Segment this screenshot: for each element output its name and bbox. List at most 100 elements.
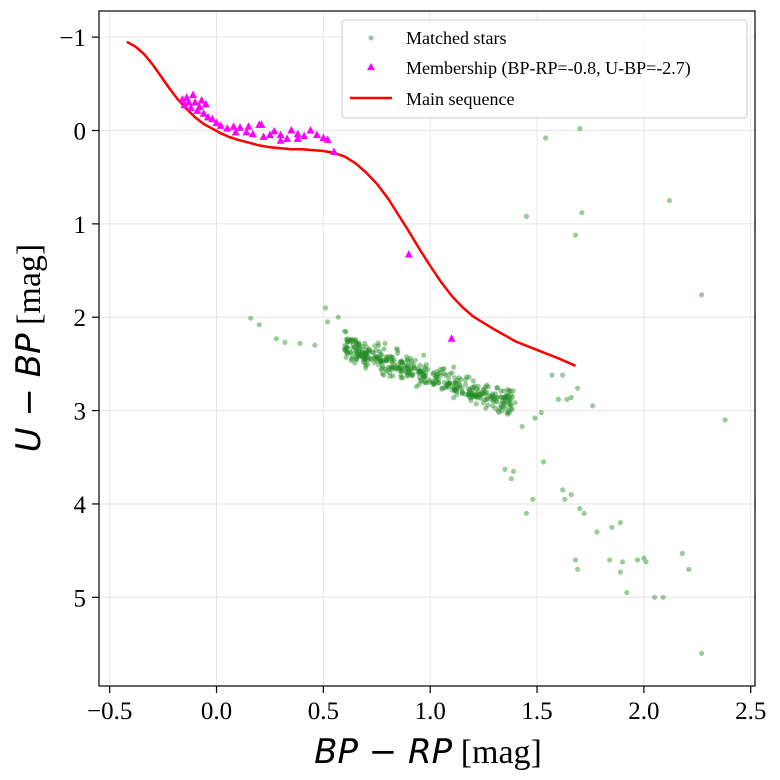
membership-point	[306, 126, 315, 134]
matched-star-point	[555, 396, 562, 402]
matched-star-point	[448, 383, 455, 389]
matched-star-point	[617, 569, 624, 575]
matched-star-point	[452, 387, 459, 393]
matched-star-point	[348, 337, 354, 343]
matched-star-point	[519, 423, 525, 430]
matched-star-point	[643, 559, 649, 565]
matched-star-point	[375, 340, 381, 346]
matched-star-point	[439, 385, 445, 391]
matched-star-point	[523, 510, 530, 516]
matched-star-point	[406, 368, 412, 374]
matched-star-point	[343, 349, 349, 355]
matched-star-point	[471, 385, 477, 391]
matched-star-point	[390, 373, 396, 379]
axis-ticks: −0.5 0.0 0.5 1.0 1.5 2.0 2.5 −1 0 1 2 3 4 5	[59, 25, 766, 725]
matched-star-point	[359, 343, 366, 349]
matched-star-point	[452, 375, 458, 381]
matched-star-point	[409, 361, 415, 367]
matched-star-point	[393, 366, 399, 372]
membership-point	[231, 127, 240, 136]
y-axis-label: U − BP [mag]	[9, 244, 49, 453]
matched-star-point	[464, 374, 470, 380]
matched-star-point	[641, 555, 647, 561]
matched-star-point	[459, 385, 465, 391]
matched-star-point	[344, 339, 351, 345]
matched-star-point	[468, 394, 475, 400]
matched-star-point	[374, 355, 380, 361]
matched-star-point	[494, 385, 500, 391]
y-tick-label: −1	[59, 25, 86, 52]
matched-star-point	[365, 357, 371, 363]
matched-star-point	[415, 366, 421, 372]
matched-star-point	[344, 344, 350, 350]
matched-star-point	[594, 529, 600, 535]
matched-star-point	[463, 391, 469, 397]
matched-star-point	[419, 372, 425, 378]
matched-star-point	[485, 384, 491, 390]
matched-star-point	[383, 355, 389, 361]
matched-star-point	[482, 391, 488, 397]
matched-star-point	[343, 336, 349, 342]
matched-star-point	[624, 590, 630, 596]
matched-star-point	[421, 364, 427, 370]
matched-star-point	[379, 365, 385, 371]
matched-star-point	[354, 349, 360, 355]
matched-star-point	[435, 380, 441, 386]
matched-star-point	[426, 379, 432, 385]
matched-star-point	[388, 356, 394, 362]
matched-star-point	[506, 408, 512, 414]
matched-star-point	[507, 396, 514, 402]
matched-star-point	[345, 351, 351, 357]
matched-star-point	[395, 367, 402, 373]
matched-star-point	[365, 355, 371, 361]
membership-point	[287, 126, 296, 134]
matched-star-point	[350, 337, 356, 343]
membership-point	[216, 121, 225, 129]
matched-star-point	[434, 369, 440, 375]
matched-star-point	[579, 210, 585, 216]
matched-star-point	[443, 372, 449, 378]
matched-star-point	[356, 343, 362, 349]
matched-star-point	[417, 368, 423, 375]
matched-star-point	[344, 345, 350, 351]
matched-star-point	[378, 358, 384, 364]
matched-star-point	[442, 385, 448, 391]
matched-star-point	[407, 355, 413, 361]
matched-star-point	[389, 358, 395, 364]
matched-star-point	[374, 356, 380, 362]
matched-star-point	[417, 368, 423, 374]
matched-star-point	[487, 393, 493, 400]
matched-star-point	[686, 566, 692, 572]
matched-star-point	[496, 409, 502, 415]
matched-star-point	[417, 370, 423, 376]
legend-marker-membership	[367, 63, 375, 70]
matched-star-point	[577, 506, 583, 512]
matched-star-point	[699, 650, 705, 656]
matched-star-point	[345, 336, 351, 342]
matched-star-point	[378, 366, 384, 373]
matched-star-point	[360, 350, 366, 356]
matched-star-point	[679, 550, 685, 557]
matched-star-point	[347, 349, 353, 355]
membership-point	[184, 97, 193, 106]
matched-star-point	[404, 362, 410, 368]
matched-star-point	[483, 405, 489, 411]
matched-star-point	[564, 396, 570, 402]
matched-star-point	[352, 360, 358, 366]
matched-star-point	[399, 366, 405, 373]
matched-star-point	[468, 397, 474, 404]
matched-star-point	[361, 354, 368, 360]
matched-star-point	[435, 371, 441, 377]
matched-star-point	[398, 359, 404, 365]
y-tick-label: 1	[74, 212, 87, 239]
matched-star-point	[502, 395, 508, 401]
matched-star-point	[507, 388, 513, 394]
matched-star-point	[473, 393, 479, 399]
matched-star-point	[453, 379, 459, 385]
matched-star-point	[479, 390, 485, 396]
matched-star-point	[504, 392, 510, 398]
matched-star-point	[362, 356, 368, 362]
matched-star-point	[426, 377, 432, 383]
matched-star-point	[500, 395, 506, 401]
matched-star-point	[568, 394, 574, 401]
